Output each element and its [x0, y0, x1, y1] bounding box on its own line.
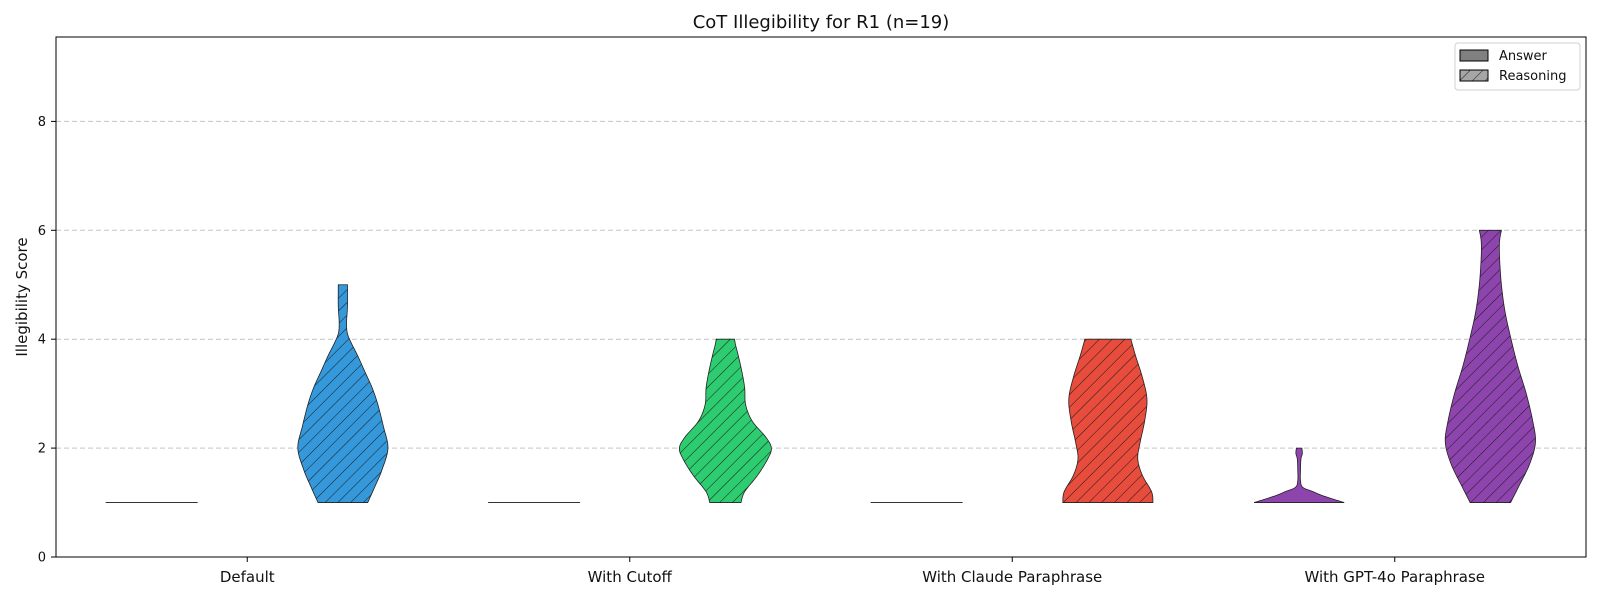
- y-tick-label: 8: [38, 115, 46, 130]
- axis-layer: 0 2 4 6 8 Default With Cutoff With Claude Parap…: [38, 115, 1485, 586]
- x-tick-label: With Claude Paraphrase: [922, 568, 1102, 586]
- legend: Answer Reasoning: [1454, 42, 1581, 91]
- x-tick-label: With Cutoff: [588, 568, 673, 586]
- y-axis-label: Illegibility Score: [13, 237, 31, 356]
- chart-title: CoT Illegibility for R1 (n=19): [693, 12, 950, 33]
- plot-area-frame: [55, 36, 1587, 558]
- answer-violin-with-gpt-4o-paraphrase: [1253, 447, 1345, 503]
- legend-swatch-hatch: [1459, 69, 1489, 82]
- reasoning-violin-hatch-with-claude-paraphrase: [1062, 338, 1154, 503]
- y-tick-label: 4: [38, 333, 46, 348]
- reasoning-violin-hatch-with-cutoff: [678, 338, 772, 503]
- x-tick-label: With GPT-4o Paraphrase: [1304, 568, 1485, 586]
- grid-layer: [56, 120, 1586, 449]
- x-tick-label: Default: [220, 568, 275, 586]
- legend-swatch-answer: [1459, 49, 1489, 62]
- y-tick-label: 6: [38, 224, 46, 239]
- y-tick-label: 0: [38, 551, 46, 566]
- y-tick-label: 2: [38, 442, 46, 457]
- reasoning-violin-hatch-with-gpt-4o-paraphrase: [1444, 229, 1536, 503]
- violin-layer: [105, 229, 1536, 504]
- reasoning-violin-hatch-default: [297, 284, 389, 503]
- legend-label-answer: Answer: [1499, 49, 1548, 64]
- legend-label-reasoning: Reasoning: [1499, 69, 1566, 84]
